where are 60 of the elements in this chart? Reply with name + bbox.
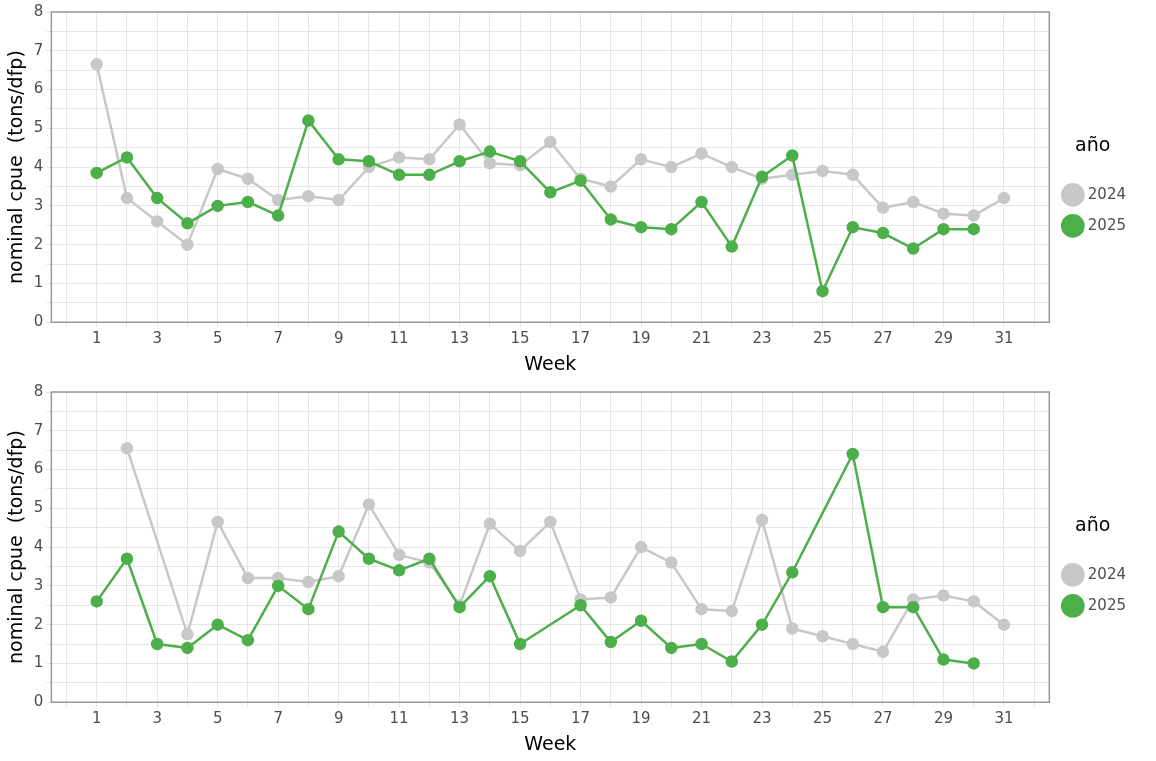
x-tick-label: 7 (273, 329, 283, 348)
x-tick-label: 27 (873, 329, 893, 348)
x-tick-label: 21 (692, 709, 712, 728)
x-tick-label: 29 (933, 709, 954, 728)
y-tick-label: 2 (33, 614, 44, 633)
x-axis-title: Week (524, 731, 577, 754)
x-tick-label: 1 (91, 709, 102, 728)
legend-label: 2024 (1087, 564, 1127, 583)
x-tick-label: 31 (994, 709, 1014, 728)
legend-label: 2025 (1087, 215, 1127, 234)
x-tick-label: 19 (631, 329, 651, 348)
legend-label: 2025 (1087, 595, 1127, 614)
x-tick-label: 15 (510, 329, 530, 348)
x-tick-label: 11 (389, 329, 409, 348)
x-tick-label: 5 (212, 709, 223, 728)
legend-label: 2024 (1087, 184, 1127, 203)
y-tick-label: 3 (33, 195, 44, 214)
x-tick-label: 23 (752, 329, 772, 348)
y-tick-label: 0 (33, 692, 44, 711)
x-tick-label: 17 (571, 329, 591, 348)
x-tick-label: 31 (994, 329, 1014, 348)
y-tick-label: 5 (33, 498, 44, 517)
x-tick-label: 17 (571, 709, 591, 728)
y-tick-label: 6 (33, 79, 44, 98)
x-tick-label: 29 (933, 329, 954, 348)
y-tick-label: 2 (33, 234, 44, 253)
x-tick-label: 21 (692, 329, 712, 348)
x-tick-label: 5 (212, 329, 223, 348)
x-tick-label: 3 (152, 329, 162, 348)
x-tick-label: 27 (873, 709, 893, 728)
x-tick-label: 9 (333, 709, 344, 728)
y-tick-label: 4 (33, 156, 44, 175)
y-tick-label: 8 (33, 1, 44, 20)
y-tick-label: 8 (33, 381, 44, 400)
legend-title: año (1075, 133, 1111, 156)
y-tick-label: 1 (33, 273, 44, 292)
y-tick-label: 4 (33, 536, 44, 555)
x-tick-label: 25 (812, 329, 833, 348)
y-tick-label: 1 (33, 653, 44, 672)
x-axis-title: Week (524, 351, 577, 374)
x-tick-label: 23 (752, 709, 772, 728)
x-tick-label: 19 (631, 709, 651, 728)
x-tick-label: 15 (510, 709, 530, 728)
y-tick-label: 7 (33, 40, 44, 59)
x-tick-label: 13 (450, 709, 470, 728)
x-tick-label: 9 (333, 329, 344, 348)
x-tick-label: 7 (273, 709, 283, 728)
x-tick-label: 1 (91, 329, 102, 348)
y-tick-label: 5 (33, 118, 44, 137)
x-tick-label: 13 (450, 329, 470, 348)
legend-title: año (1075, 513, 1111, 536)
y-tick-label: 6 (33, 459, 44, 478)
y-tick-label: 0 (33, 312, 44, 331)
y-axis-title: nominal cpue (tons/dfp) (4, 50, 27, 285)
y-tick-label: 7 (33, 420, 44, 439)
y-axis-title: nominal cpue (tons/dfp) (4, 430, 27, 665)
y-tick-label: 3 (33, 575, 44, 594)
x-tick-label: 25 (812, 709, 833, 728)
x-tick-label: 3 (152, 709, 162, 728)
x-tick-label: 11 (389, 709, 409, 728)
